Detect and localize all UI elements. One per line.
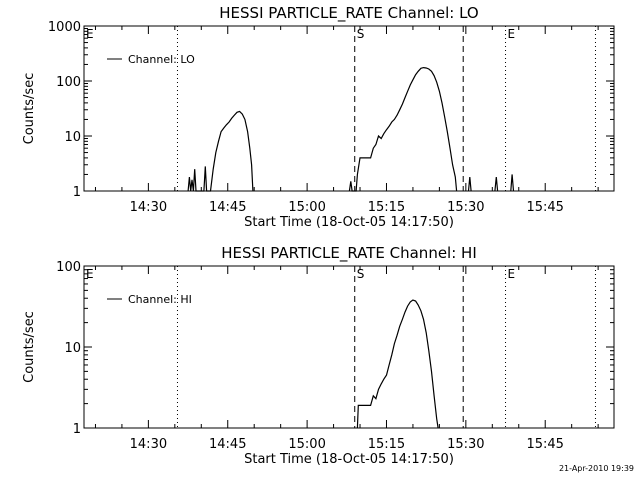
panel2-y-tick-label: 1 [73,422,81,437]
panel1-x-tick-label: 14:30 [130,200,167,215]
panel1-y-tick-label: 10 [64,130,81,145]
panel2-marker-label: S [357,267,365,281]
panel2-marker-label: E [86,267,94,281]
panel1-marker-label: E [508,27,516,41]
panel2-y-axis-label: Counts/sec [22,311,37,383]
panel2-legend-label: Channel: HI [128,293,192,306]
panel2-y-tick-label: 100 [56,260,81,275]
panel2-x-tick-label: 15:45 [526,437,563,452]
panel1-x-tick-label: 15:30 [447,200,484,215]
panel2-x-tick-label: 15:15 [368,437,405,452]
panel2-axes-frame [83,265,615,429]
panel2-x-tick-label: 15:30 [447,437,484,452]
generation-timestamp: 21-Apr-2010 19:39 [558,464,634,473]
panel2-y-tick-label: 10 [64,341,81,356]
panel1-axes-frame [83,25,615,192]
panel1-marker-label: S [357,27,365,41]
panel1-chart-title: HESSI PARTICLE_RATE Channel: LO [219,4,478,23]
panel2-x-tick-label: 14:30 [130,437,167,452]
panel2-x-tick-label: 15:00 [288,437,325,452]
panel1-marker-label: E [86,27,94,41]
panel1-legend-label: Channel: LO [128,53,195,66]
panel1-x-tick-label: 15:15 [368,200,405,215]
panel2-chart-title: HESSI PARTICLE_RATE Channel: HI [221,244,477,263]
panel1-series-line [187,66,515,192]
panel2-series-line [356,299,439,429]
panel1-x-tick-label: 14:45 [209,200,246,215]
panel1-y-tick-label: 1000 [48,20,81,35]
panel2-x-tick-label: 14:45 [209,437,246,452]
panel1-y-tick-label: 1 [73,185,81,200]
panel1-y-axis-label: Counts/sec [22,73,37,145]
panel1-y-tick-label: 100 [56,75,81,90]
panel2-x-axis-label: Start Time (18-Oct-05 14:17:50) [244,452,454,467]
panel1-x-tick-label: 15:00 [288,200,325,215]
panel2-marker-label: E [508,267,516,281]
panel1-x-axis-label: Start Time (18-Oct-05 14:17:50) [244,215,454,230]
panel1-x-tick-label: 15:45 [526,200,563,215]
